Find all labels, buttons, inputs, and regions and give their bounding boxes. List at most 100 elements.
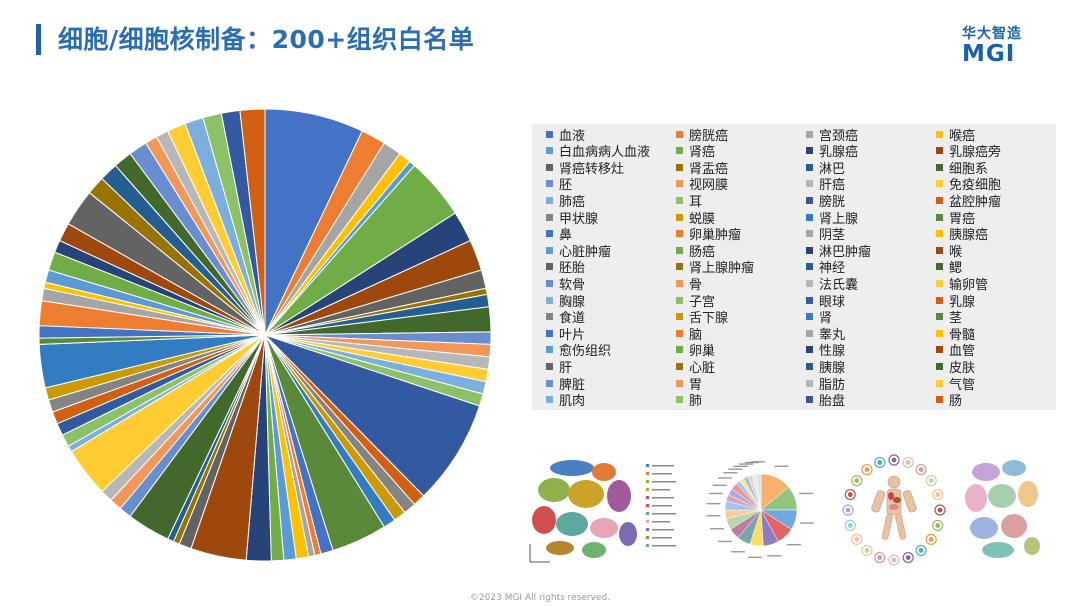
legend-label: 法氏囊 [819, 277, 859, 293]
legend-label: 鼻 [559, 228, 573, 244]
legend-item: 叶片 [546, 325, 586, 343]
legend-swatch [676, 362, 683, 370]
legend-swatch [806, 279, 813, 287]
organ-ring-icon-dot [847, 523, 853, 528]
mini-pie-label-placeholder [800, 522, 815, 524]
legend-item: 胎盘 [806, 392, 846, 410]
legend-label: 盆腔肿瘤 [949, 194, 1002, 210]
title-accent-bar [36, 24, 41, 55]
legend-swatch [676, 196, 683, 204]
legend-item: 眼球 [806, 292, 846, 310]
legend-label: 眼球 [819, 294, 846, 310]
legend-swatch [806, 329, 813, 337]
legend-label: 肺癌 [559, 194, 586, 210]
legend-label: 肾癌转移灶 [559, 161, 625, 177]
legend-swatch [676, 213, 683, 221]
mini-pie-label-placeholder [750, 461, 765, 463]
legend-swatch [546, 362, 553, 370]
legend-swatch [676, 246, 683, 254]
organ-ring-icon-dot [891, 557, 897, 563]
legend-swatch [806, 362, 813, 370]
legend-item: 神经 [806, 259, 845, 276]
mini-pie-label-placeholder [745, 461, 760, 464]
legend-item: 肌肉 [546, 392, 585, 409]
chart-legend: 血液 膀胱癌 宫颈癌 喉癌 白血病病人血液 肾癌 乳腺癌 乳腺癌旁 肾癌转移灶 肾盂癌 淋巴 细胞系胚… [532, 124, 1056, 410]
legend-swatch [936, 213, 943, 221]
legend-label: 胃 [689, 377, 703, 393]
legend-swatch [676, 279, 683, 287]
legend-label: 肾 [819, 311, 833, 327]
mini-pie-label-placeholder [747, 556, 762, 559]
legend-item: 气管 [936, 375, 976, 393]
legend-item: 子宫 [676, 292, 716, 310]
legend-swatch [676, 329, 683, 337]
legend-label: 心脏 [689, 360, 716, 376]
legend-label: 细胞系 [949, 161, 989, 177]
legend-swatch [806, 296, 813, 304]
legend-item: 性腺 [806, 342, 845, 359]
legend-item: 阴茎 [806, 226, 846, 244]
legend-label: 胰腺癌 [949, 228, 989, 244]
mini-pie-label-placeholder [730, 551, 745, 553]
legend-swatch [806, 130, 813, 138]
legend-swatch [806, 180, 813, 188]
legend-swatch [806, 213, 813, 221]
legend-label: 子宫 [689, 294, 716, 310]
legend-item: 肾上腺肿瘤 [676, 259, 754, 276]
mini-pie-label-placeholder [767, 555, 782, 557]
legend-label: 气管 [949, 377, 976, 393]
pie-chart [38, 108, 492, 562]
legend-swatch [546, 379, 553, 387]
legend-swatch [936, 296, 943, 304]
mini-pie-label-placeholder [774, 465, 789, 467]
mini-pie-label-placeholder [728, 468, 743, 470]
organ-ring-icon-dot [937, 507, 943, 513]
legend-label: 肾盂癌 [689, 161, 729, 177]
legend-swatch [936, 163, 943, 171]
legend-item: 胰腺 [806, 358, 845, 376]
legend-item: 盆腔肿瘤 [936, 192, 1002, 210]
mini-pie-label-placeholder [706, 502, 721, 505]
legend-label: 阴茎 [819, 228, 846, 244]
legend-label: 睾丸 [819, 327, 846, 343]
legend-item: 胚 [546, 176, 572, 193]
legend-label: 软骨 [559, 277, 586, 293]
figure-organs [888, 492, 901, 510]
legend-item: 鳃 [936, 259, 962, 276]
mini-pie-label-placeholder [786, 543, 801, 546]
legend-label: 肠癌 [689, 244, 716, 260]
legend-item: 宫颈癌 [806, 126, 858, 144]
legend-label: 卵巢肿瘤 [689, 228, 742, 244]
pie-slice [264, 334, 481, 497]
legend-label: 脂肪 [819, 377, 846, 393]
legend-item: 输卵管 [936, 275, 988, 293]
legend-item: 脑 [676, 325, 702, 343]
legend-swatch [676, 313, 683, 321]
legend-item: 喉癌 [936, 126, 975, 144]
organ-ring-icon-dot [935, 523, 941, 528]
legend-swatch [806, 346, 813, 354]
legend-label: 卵巢 [689, 344, 716, 360]
legend-swatch [936, 346, 943, 354]
organ-ring-icon-dot [864, 548, 870, 553]
legend-swatch [546, 147, 553, 155]
legend-label: 叶片 [559, 327, 586, 343]
legend-swatch [936, 196, 943, 204]
umap-cluster-thumbnail [529, 460, 676, 563]
legend-item: 心脏 [676, 358, 716, 376]
legend-swatch [546, 346, 553, 354]
legend-item: 脾脏 [546, 375, 586, 393]
legend-swatch [546, 213, 553, 221]
legend-swatch [546, 329, 553, 337]
legend-label: 舌下腺 [689, 311, 729, 327]
legend-swatch [676, 296, 683, 304]
legend-swatch [676, 379, 683, 387]
legend-item: 耳 [676, 192, 702, 210]
legend-label: 胎盘 [819, 394, 846, 410]
organ-ring-icon-dot [928, 478, 934, 484]
legend-item: 淋巴 [806, 159, 845, 177]
legend-item: 皮肤 [936, 358, 975, 376]
legend-label: 脾脏 [559, 377, 586, 393]
legend-item: 法氏囊 [806, 275, 859, 293]
legend-swatch [546, 296, 553, 304]
